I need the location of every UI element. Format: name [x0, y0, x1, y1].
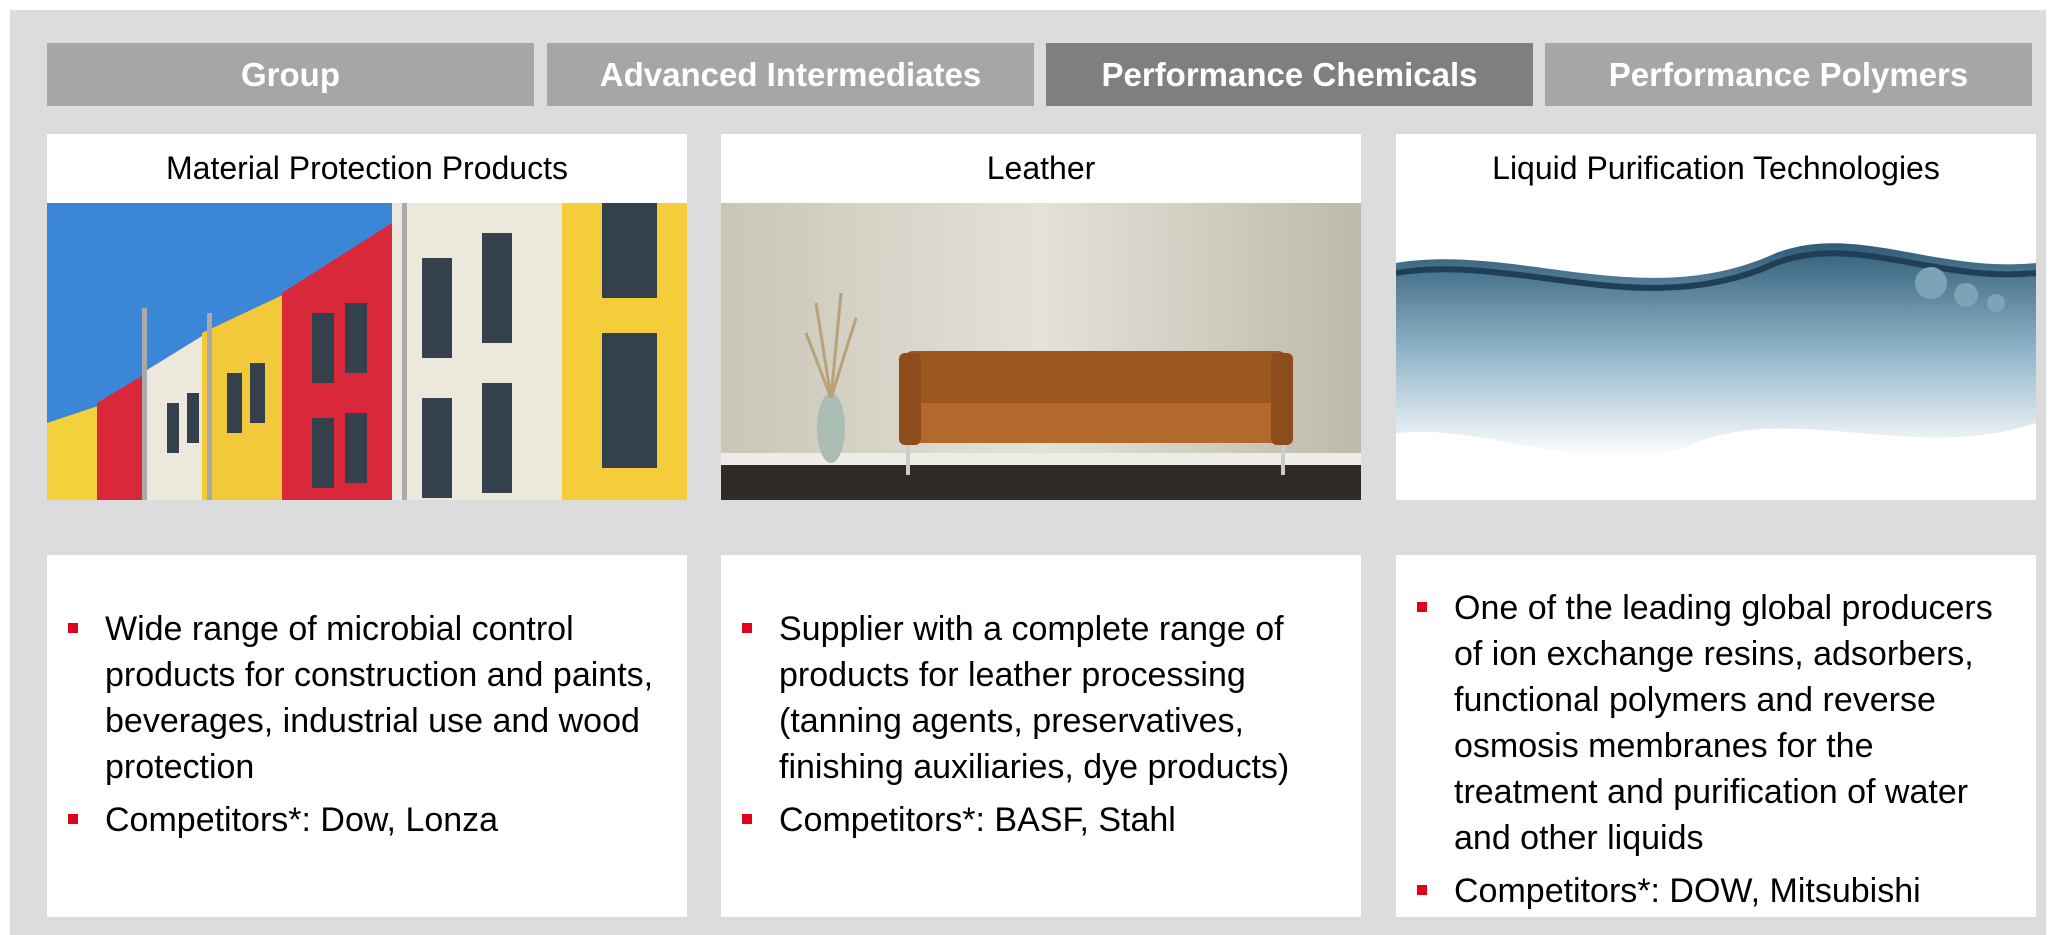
card-image	[1396, 203, 2036, 500]
bullet: Supplier with a complete range of produc…	[779, 606, 1343, 790]
card-title: Leather	[721, 134, 1361, 203]
card-text: Supplier with a complete range of produc…	[721, 555, 1361, 917]
card-title: Material Protection Products	[47, 134, 687, 203]
card: Liquid Purification Technologies One of …	[1396, 134, 2036, 500]
tab[interactable]: Advanced Intermediates	[547, 43, 1034, 106]
card: Material Protection Products Wid	[47, 134, 687, 500]
card-image	[721, 203, 1361, 500]
card-title: Liquid Purification Technologies	[1396, 134, 2036, 203]
card-image	[47, 203, 687, 500]
bullet: One of the leading global producers of i…	[1454, 585, 2018, 861]
tab[interactable]: Performance Polymers	[1545, 43, 2032, 106]
card-text: One of the leading global producers of i…	[1396, 555, 2036, 917]
tab[interactable]: Group	[47, 43, 534, 106]
bullet: Competitors*: Dow, Lonza	[105, 797, 669, 843]
bullet: Wide range of microbial control products…	[105, 606, 669, 790]
bullet: Competitors*: BASF, Stahl	[779, 797, 1343, 843]
card: Leather Supplier with a complete range o…	[721, 134, 1361, 500]
page: Group Advanced Intermediates Performance…	[10, 10, 2046, 935]
bullet: Competitors*: DOW, Mitsubishi	[1454, 868, 2018, 914]
tab-active[interactable]: Performance Chemicals	[1046, 43, 1533, 106]
card-text: Wide range of microbial control products…	[47, 555, 687, 917]
